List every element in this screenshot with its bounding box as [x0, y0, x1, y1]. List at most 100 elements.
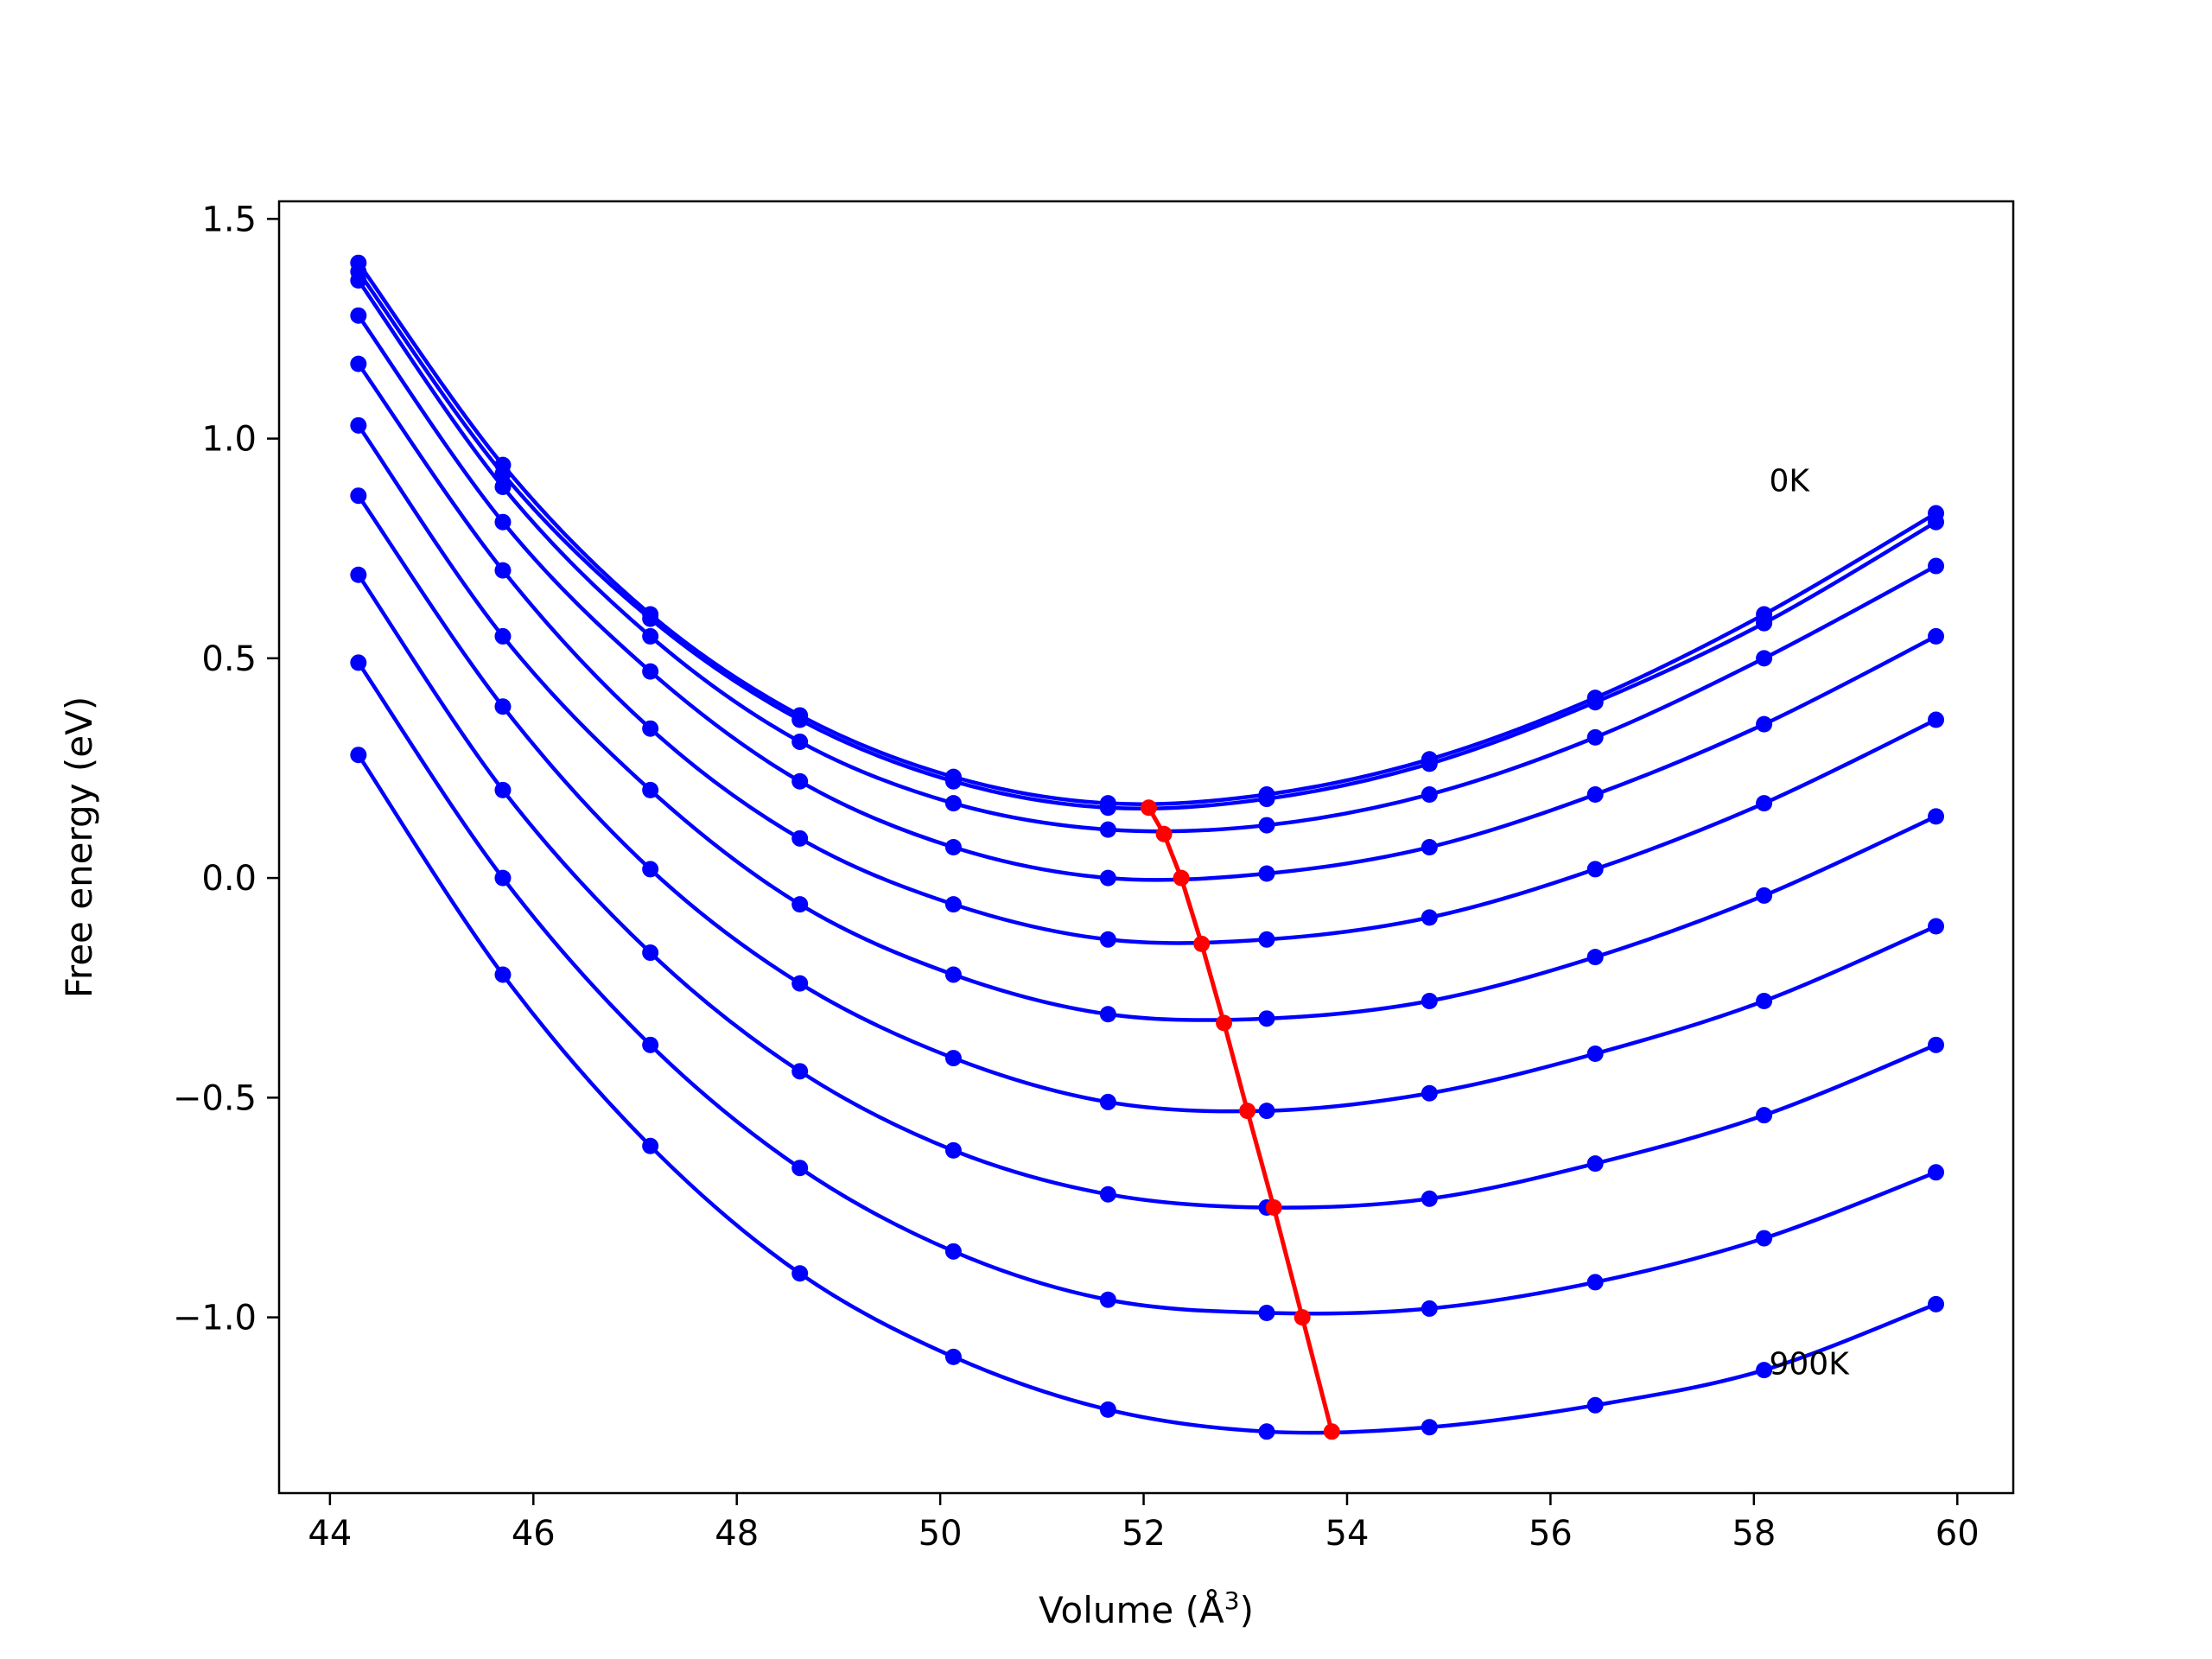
- curve-line-3: [356, 314, 1937, 882]
- curve-point-5-2: [642, 781, 659, 798]
- curve-point-3-4: [944, 839, 962, 855]
- y-tick-label-1: 1.0: [201, 420, 257, 460]
- curve-point-3-9: [1756, 715, 1773, 733]
- x-tick-label-2: 48: [715, 1514, 759, 1554]
- curve-point-6-0: [350, 487, 367, 505]
- curve-point-5-8: [1586, 949, 1604, 966]
- curve-point-7-7: [1421, 1190, 1438, 1207]
- x-tick-label-7: 58: [1732, 1514, 1776, 1554]
- curve-point-4-1: [494, 562, 512, 579]
- curve-point-1-10: [1928, 513, 1945, 531]
- curve-point-4-6: [1258, 931, 1275, 948]
- curve-line-5: [356, 424, 1937, 1022]
- curve-point-2-9: [1756, 650, 1773, 667]
- curve-line-6: [356, 494, 1937, 1114]
- curve-line-9: [356, 753, 1937, 1435]
- curve-point-7-2: [642, 944, 659, 962]
- x-axis-ticks: 44 46 48 50 52 54 56 58 60: [308, 1493, 1980, 1554]
- minimum-point-1: [1155, 825, 1173, 842]
- curve-point-4-5: [1099, 931, 1116, 948]
- annotation-0: 0K: [1769, 464, 1810, 499]
- curve-point-5-5: [1099, 1006, 1116, 1023]
- curve-point-6-2: [642, 861, 659, 878]
- minimum-point-6: [1265, 1198, 1282, 1216]
- curve-point-7-8: [1586, 1155, 1604, 1173]
- free-energy-points: [350, 254, 1945, 1440]
- curve-point-8-10: [1928, 1164, 1945, 1181]
- curve-point-8-1: [494, 869, 512, 887]
- curve-point-3-2: [642, 663, 659, 680]
- annotations: 0K 900K: [1769, 464, 1850, 1382]
- curve-point-1-6: [1258, 791, 1275, 808]
- curve-point-8-6: [1258, 1305, 1275, 1322]
- curve-point-2-6: [1258, 817, 1275, 834]
- y-tick-label-4: −0.5: [173, 1078, 257, 1118]
- curve-point-8-7: [1421, 1300, 1438, 1317]
- curve-point-3-5: [1099, 869, 1116, 887]
- curve-point-8-2: [642, 1036, 659, 1053]
- curve-point-3-10: [1928, 627, 1945, 645]
- curve-point-4-10: [1928, 711, 1945, 728]
- minimum-point-5: [1239, 1103, 1256, 1120]
- x-tick-label-5: 54: [1325, 1514, 1370, 1554]
- minimum-point-7: [1294, 1309, 1311, 1326]
- curve-point-7-9: [1756, 1107, 1773, 1124]
- curve-point-2-5: [1099, 821, 1116, 838]
- minima-line: [1147, 806, 1334, 1433]
- curve-point-2-1: [494, 479, 512, 496]
- curve-point-9-9: [1756, 1362, 1773, 1379]
- minimum-point-2: [1173, 869, 1190, 887]
- curve-point-4-8: [1586, 861, 1604, 878]
- y-tick-label-3: 0.0: [201, 859, 257, 899]
- x-tick-label-3: 50: [918, 1514, 963, 1554]
- curve-point-1-2: [642, 610, 659, 627]
- curve-point-2-0: [350, 272, 367, 289]
- curve-point-9-3: [791, 1265, 809, 1282]
- curve-point-6-6: [1258, 1103, 1275, 1120]
- y-tick-label-2: 0.5: [201, 639, 257, 679]
- curve-point-6-9: [1756, 992, 1773, 1009]
- curve-point-9-6: [1258, 1423, 1275, 1440]
- curve-point-6-8: [1586, 1045, 1604, 1062]
- curve-point-1-4: [944, 772, 962, 790]
- curve-point-6-4: [944, 1050, 962, 1067]
- minimum-energy-path: [1140, 799, 1340, 1440]
- curve-point-3-1: [494, 513, 512, 531]
- y-tick-label-5: −1.0: [173, 1299, 257, 1338]
- curve-point-8-8: [1586, 1274, 1604, 1291]
- minimum-point-8: [1323, 1423, 1340, 1440]
- curve-point-9-0: [350, 747, 367, 764]
- curve-point-7-1: [494, 781, 512, 798]
- curve-point-9-4: [944, 1348, 962, 1365]
- curve-point-6-3: [791, 975, 809, 992]
- curve-point-1-8: [1586, 694, 1604, 711]
- curve-point-3-0: [350, 307, 367, 324]
- curve-point-3-8: [1586, 785, 1604, 803]
- curve-point-2-7: [1421, 785, 1438, 803]
- curve-point-3-6: [1258, 865, 1275, 882]
- curve-point-9-10: [1928, 1295, 1945, 1313]
- curve-point-8-4: [944, 1243, 962, 1260]
- curve-line-4: [356, 362, 1937, 945]
- curve-point-8-3: [791, 1160, 809, 1177]
- curve-point-6-5: [1099, 1093, 1116, 1110]
- x-tick-label-6: 56: [1529, 1514, 1573, 1554]
- x-tick-label-0: 44: [308, 1514, 352, 1554]
- curve-point-3-3: [791, 772, 809, 790]
- curve-line-7: [356, 573, 1937, 1210]
- curve-point-6-10: [1928, 918, 1945, 935]
- y-axis-label: Free energy (eV): [58, 696, 100, 999]
- x-tick-label-1: 46: [512, 1514, 556, 1554]
- curve-point-6-1: [494, 698, 512, 715]
- minimum-point-0: [1140, 799, 1157, 817]
- curve-line-1: [356, 270, 1937, 811]
- y-tick-label-0: 1.5: [201, 200, 257, 239]
- curve-point-5-6: [1258, 1010, 1275, 1027]
- curve-point-5-9: [1756, 887, 1773, 904]
- curve-point-3-7: [1421, 839, 1438, 855]
- curve-point-5-1: [494, 627, 512, 645]
- curve-point-5-0: [350, 416, 367, 434]
- curve-point-2-2: [642, 627, 659, 645]
- curve-point-9-5: [1099, 1401, 1116, 1418]
